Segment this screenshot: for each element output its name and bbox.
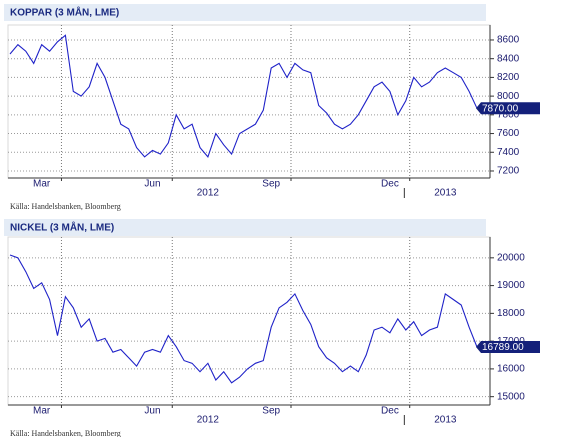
x-tick-label: Mar — [33, 179, 51, 190]
title-bar — [4, 219, 486, 236]
source-note: Källa: Handelsbanken, Bloomberg — [10, 429, 121, 437]
value-label-box — [476, 340, 540, 353]
y-tick-label: 20000 — [497, 252, 525, 263]
year-label: 2013 — [434, 415, 457, 426]
y-tick-label: 8600 — [497, 35, 520, 46]
plot-area — [7, 24, 491, 179]
chart-title: NICKEL (3 MÅN, LME) — [10, 221, 114, 234]
x-tick-label: Sep — [262, 406, 280, 417]
year-label: 2013 — [434, 188, 457, 199]
y-tick-label: 7400 — [497, 147, 520, 158]
y-tick-label: 18000 — [497, 308, 525, 319]
y-tick-label: 8400 — [497, 53, 520, 64]
y-tick-label: 7800 — [497, 109, 520, 120]
x-tick-label: Dec — [381, 179, 399, 190]
x-tick-label: Sep — [262, 179, 280, 190]
y-tick-label: 15000 — [497, 391, 525, 402]
y-tick-label: 8000 — [497, 91, 520, 102]
value-label: 7870.00 — [482, 103, 519, 114]
x-tick-label: Jun — [144, 406, 160, 417]
price-line — [9, 34, 478, 158]
year-label: 2012 — [197, 415, 220, 426]
year-label: 2012 — [197, 188, 220, 199]
source-note: Källa: Handelsbanken, Bloomberg — [10, 202, 121, 211]
value-label: 16789.00 — [482, 342, 524, 353]
y-tick-label: 19000 — [497, 280, 525, 291]
y-tick-label: 7200 — [497, 166, 520, 177]
chart-title: KOPPAR (3 MÅN, LME) — [10, 6, 119, 19]
plot-area — [7, 236, 491, 406]
title-bar — [4, 4, 486, 21]
value-label-box — [476, 102, 540, 115]
y-tick-label: 8200 — [497, 72, 520, 83]
y-tick-label: 7600 — [497, 128, 520, 139]
x-tick-label: Mar — [33, 406, 51, 417]
x-tick-label: Dec — [381, 406, 399, 417]
x-tick-label: Jun — [144, 179, 160, 190]
y-tick-label: 16000 — [497, 364, 525, 375]
price-line — [9, 254, 478, 384]
